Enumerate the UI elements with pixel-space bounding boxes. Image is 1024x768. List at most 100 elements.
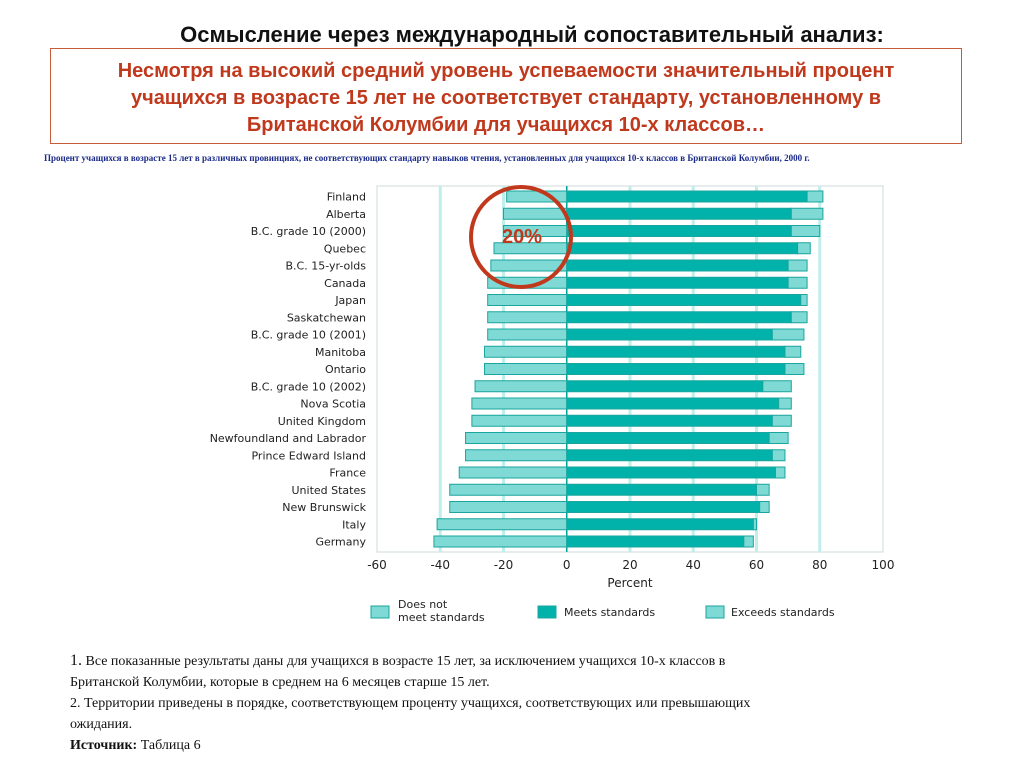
x-tick-label: 20 (622, 558, 637, 572)
category-label: Germany (315, 536, 366, 549)
category-label: Saskatchewan (287, 311, 366, 324)
page-title: Осмысление через международный сопостави… (180, 22, 884, 47)
category-label: Nova Scotia (300, 398, 366, 411)
bar-exceeds (768, 432, 789, 444)
subtitle-line-3: Британской Колумбии для учащихся 10-х кл… (246, 114, 766, 136)
subtitle-box: Несмотря на высокий средний уровень успе… (50, 48, 962, 144)
bar-does-not-meet (484, 345, 568, 358)
footnote-2-cont: ожидания. (70, 717, 133, 732)
bar-meets (566, 535, 745, 548)
bar-exceeds (790, 225, 821, 237)
x-tick-label: 80 (812, 558, 827, 572)
bar-exceeds (787, 259, 808, 272)
bar-meets (566, 328, 773, 341)
bar-meets (566, 242, 799, 255)
bar-meets (566, 483, 757, 496)
bar-exceeds (806, 190, 824, 203)
x-tick-label: 0 (563, 558, 571, 572)
bar-exceeds (784, 363, 805, 375)
x-tick-label: -40 (430, 558, 450, 572)
bar-does-not-meet (474, 380, 568, 393)
bar-exceeds (756, 483, 770, 496)
bar-meets (566, 501, 761, 513)
legend-swatch-does-not-meet (370, 605, 390, 619)
legend-label-meets: Meets standards (564, 606, 655, 619)
x-tick-label: -60 (367, 558, 387, 572)
bar-exceeds (778, 397, 792, 410)
category-label: Quebec (324, 242, 366, 255)
x-tick-label: 100 (872, 558, 895, 572)
x-tick-label: -20 (494, 558, 514, 572)
category-label: B.C. 15-yr-olds (286, 260, 367, 273)
bar-chart: Finland Alberta B.C. grade 10 (2000) Quebec… (210, 185, 895, 624)
category-label: B.C. grade 10 (2001) (251, 329, 366, 342)
bar-does-not-meet (487, 328, 568, 341)
bar-meets (566, 276, 789, 289)
category-label: B.C. grade 10 (2002) (251, 380, 366, 393)
category-label: United States (292, 484, 367, 497)
bar-does-not-meet (490, 259, 568, 272)
bar-meets (566, 518, 754, 531)
chart-caption: Процент учащихся в возрасте 15 лет в раз… (44, 153, 810, 163)
bar-exceeds (771, 414, 792, 427)
bar-meets (566, 363, 786, 375)
bar-exceeds (797, 242, 811, 255)
bar-does-not-meet (484, 363, 568, 375)
legend-label-does-not-meet-1: Does not (398, 598, 448, 611)
bar-exceeds (752, 518, 758, 531)
category-label: France (329, 467, 366, 480)
x-axis-label: Percent (607, 576, 652, 590)
bar-exceeds (787, 276, 808, 289)
category-label: Newfoundland and Labrador (210, 432, 367, 445)
bar-does-not-meet (449, 483, 568, 496)
bar-does-not-meet (433, 535, 568, 548)
source-value: Таблица 6 (137, 738, 201, 753)
category-label: Ontario (325, 363, 366, 376)
footnote-1-cont: Британской Колумбии, которые в среднем н… (70, 675, 490, 690)
category-label: Italy (342, 518, 366, 531)
bar-does-not-meet (449, 501, 568, 513)
bar-exceeds (771, 449, 786, 462)
bar-does-not-meet (465, 432, 568, 444)
bar-does-not-meet (471, 397, 568, 410)
footnote-1-text-a: Все показанные результаты даны для учащи… (82, 654, 726, 669)
bar-exceeds (800, 294, 808, 306)
legend-swatch-meets (537, 605, 557, 619)
footnote-1-number: 1. (70, 652, 82, 669)
bar-meets (566, 259, 789, 272)
x-tick-label: 60 (749, 558, 764, 572)
bar-meets (566, 397, 780, 410)
category-label: Manitoba (315, 346, 366, 359)
category-label: Alberta (326, 208, 366, 221)
annotation-label: 20% (502, 226, 542, 248)
source-line: Источник: Таблица 6 (70, 735, 930, 756)
bar-meets (566, 311, 792, 324)
bar-does-not-meet (465, 449, 568, 462)
footnote-2: 2. Территории приведены в порядке, соотв… (70, 696, 751, 711)
category-label: New Brunswick (282, 501, 366, 514)
bar-meets (566, 380, 764, 393)
bar-exceeds (784, 345, 802, 358)
footnotes: 1. Все показанные результаты даны для уч… (70, 650, 930, 756)
category-label: B.C. grade 10 (2000) (251, 225, 366, 238)
bar-meets (566, 345, 786, 358)
bar-exceeds (743, 535, 754, 548)
bar-exceeds (774, 466, 786, 479)
bar-exceeds (762, 380, 792, 393)
bar-does-not-meet (503, 207, 568, 220)
bar-meets (566, 207, 792, 220)
bar-does-not-meet (471, 414, 568, 427)
bar-meets (566, 466, 776, 479)
bar-does-not-meet (458, 466, 568, 479)
bar-exceeds (790, 207, 824, 220)
category-label: Prince Edward Island (251, 449, 366, 462)
bar-exceeds (759, 501, 770, 513)
bar-meets (566, 432, 770, 444)
category-label: Japan (334, 294, 366, 307)
subtitle-line-2: учащихся в возрасте 15 лет не соответств… (130, 87, 882, 109)
x-tick-label: 40 (686, 558, 701, 572)
category-label: United Kingdom (278, 415, 366, 428)
bar-meets (566, 294, 802, 306)
bar-does-not-meet (487, 294, 568, 306)
category-label: Finland (327, 191, 366, 204)
